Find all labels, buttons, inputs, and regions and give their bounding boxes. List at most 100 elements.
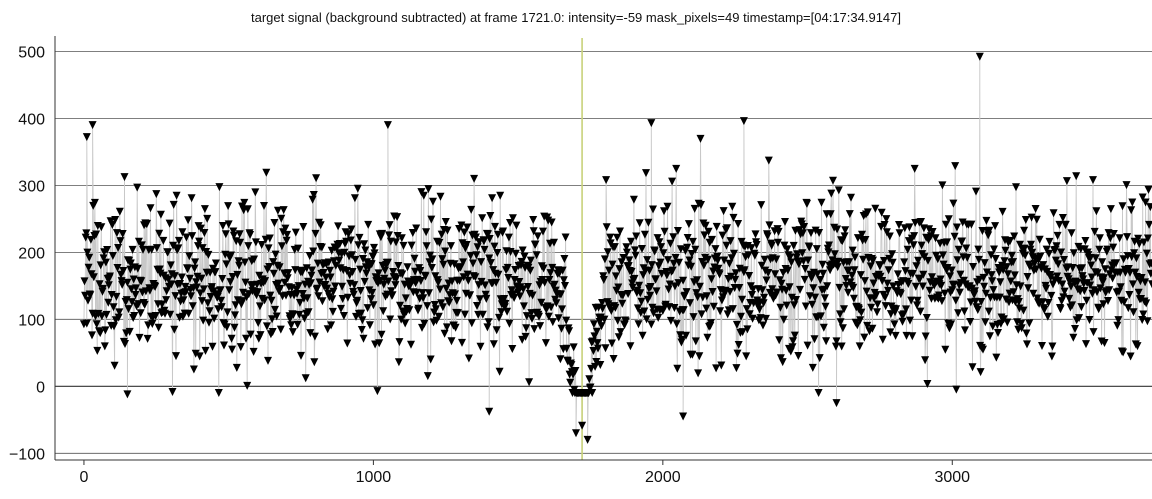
- data-point-marker: [335, 240, 344, 248]
- data-point-marker: [762, 276, 771, 285]
- data-point-marker: [223, 308, 232, 317]
- data-point-marker: [124, 305, 133, 314]
- data-point-marker: [545, 276, 554, 284]
- data-point-marker: [265, 234, 274, 243]
- data-point-marker: [455, 276, 464, 285]
- data-point-marker: [898, 317, 907, 326]
- data-point-marker: [726, 287, 734, 296]
- data-point-marker: [116, 237, 125, 246]
- data-point-marker: [1139, 238, 1148, 247]
- data-point-marker: [482, 294, 491, 303]
- data-point-marker: [1113, 321, 1122, 330]
- data-point-marker: [256, 331, 265, 340]
- data-point-marker: [890, 320, 899, 329]
- data-point-marker: [268, 328, 277, 336]
- x-tick-label: 1000: [356, 469, 392, 486]
- data-point-marker: [276, 325, 285, 334]
- data-point-marker: [937, 281, 946, 290]
- data-point-marker: [734, 341, 743, 349]
- data-point-marker: [1132, 254, 1141, 263]
- data-point-marker: [110, 322, 118, 331]
- data-point-marker: [472, 251, 481, 260]
- data-point-marker: [501, 300, 510, 308]
- data-point-marker: [1048, 342, 1057, 351]
- data-point-marker: [1067, 282, 1075, 291]
- data-point-marker: [353, 296, 362, 305]
- data-point-marker: [344, 230, 353, 239]
- data-point-marker: [1086, 253, 1095, 262]
- data-point-marker: [966, 318, 975, 326]
- data-point-marker: [393, 232, 402, 240]
- data-point-marker: [998, 207, 1007, 216]
- data-point-marker: [206, 293, 215, 301]
- data-point-marker: [96, 329, 105, 338]
- data-point-marker: [835, 283, 844, 292]
- data-point-marker: [306, 329, 315, 338]
- data-point-marker: [772, 255, 781, 264]
- data-point-marker: [702, 304, 711, 313]
- data-point-marker: [118, 230, 127, 238]
- data-point-marker: [974, 255, 983, 264]
- data-point-marker: [92, 320, 101, 329]
- data-point-marker: [250, 255, 259, 264]
- data-point-marker: [167, 280, 176, 289]
- data-point-marker: [1100, 339, 1109, 347]
- data-point-marker: [374, 269, 383, 278]
- data-point-marker: [526, 266, 535, 275]
- data-point-marker: [1023, 273, 1032, 281]
- data-point-marker: [385, 221, 394, 230]
- data-point-marker: [792, 296, 800, 304]
- data-point-marker: [1135, 240, 1144, 248]
- data-point-marker: [655, 238, 664, 247]
- data-point-marker: [452, 296, 461, 305]
- data-point-marker: [1047, 352, 1056, 361]
- data-point-marker: [480, 245, 489, 254]
- data-point-marker: [385, 231, 393, 240]
- data-point-marker: [277, 214, 286, 223]
- data-point-marker: [394, 262, 403, 270]
- data-point-marker: [229, 227, 238, 236]
- data-point-marker: [679, 412, 688, 421]
- data-point-marker: [109, 303, 118, 312]
- data-point-marker: [528, 291, 537, 300]
- data-point-marker: [331, 282, 340, 291]
- data-point-marker: [750, 251, 759, 260]
- data-point-marker: [855, 342, 864, 351]
- y-tick-label: 400: [18, 111, 45, 128]
- data-point-marker: [1032, 215, 1041, 224]
- data-point-marker: [886, 328, 895, 337]
- data-point-marker: [798, 229, 807, 238]
- data-point-marker: [988, 277, 997, 286]
- data-point-marker: [656, 258, 665, 267]
- data-point-marker: [88, 121, 97, 130]
- data-point-marker: [566, 378, 575, 387]
- data-point-marker: [591, 362, 600, 371]
- data-point-marker: [537, 298, 546, 307]
- data-point-marker: [108, 252, 117, 260]
- data-point-marker: [176, 280, 184, 288]
- data-point-marker: [938, 181, 947, 190]
- data-point-marker: [155, 229, 164, 238]
- data-point-marker: [618, 299, 627, 308]
- data-point-marker: [666, 316, 675, 325]
- data-point-marker: [842, 281, 851, 290]
- data-point-marker: [1053, 272, 1062, 281]
- data-point-marker: [210, 314, 219, 323]
- data-point-marker: [215, 183, 224, 192]
- data-point-marker: [181, 282, 190, 291]
- data-point-marker: [338, 282, 347, 291]
- data-point-marker: [367, 260, 376, 269]
- data-point-marker: [779, 315, 788, 324]
- data-point-marker: [168, 388, 177, 396]
- data-point-marker: [868, 324, 877, 333]
- data-point-marker: [519, 302, 528, 311]
- data-point-marker: [928, 228, 937, 236]
- data-point-marker: [1106, 205, 1115, 214]
- data-point-marker: [771, 270, 780, 279]
- data-point-marker: [208, 342, 217, 351]
- data-point-marker: [720, 256, 729, 265]
- data-point-marker: [337, 304, 345, 313]
- data-point-marker: [1143, 317, 1152, 326]
- data-point-marker: [804, 256, 813, 265]
- data-point-marker: [357, 309, 366, 318]
